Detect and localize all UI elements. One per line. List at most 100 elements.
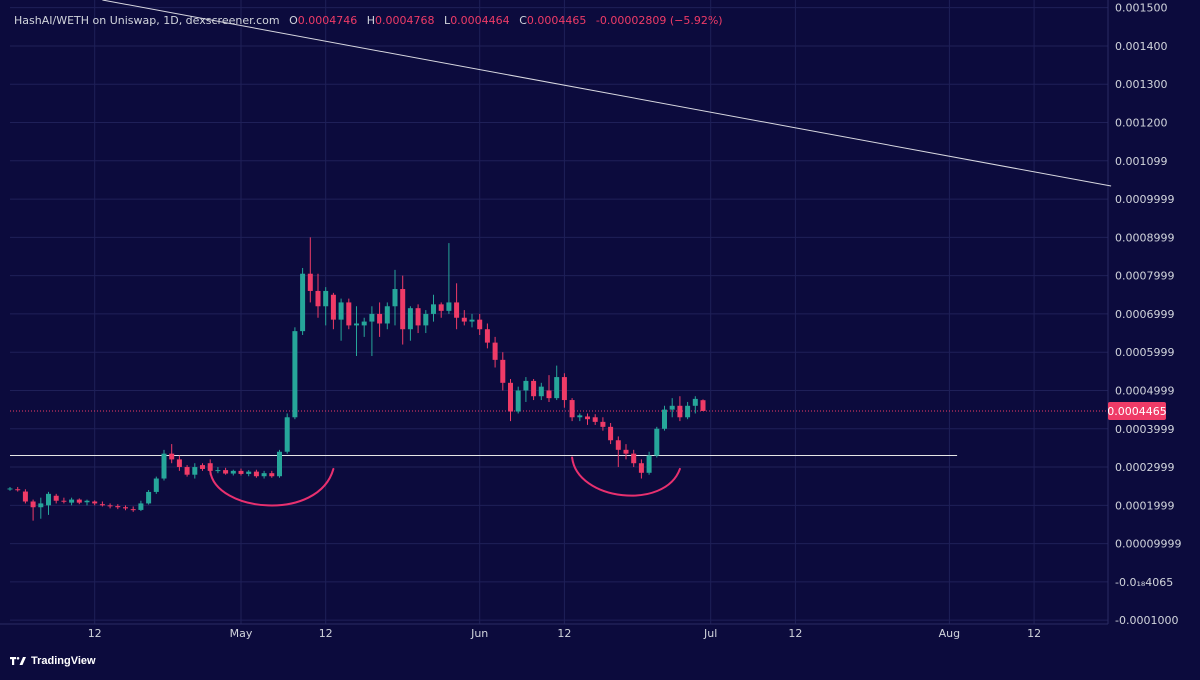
candle[interactable]: [523, 377, 529, 402]
candle[interactable]: [323, 287, 329, 326]
candle[interactable]: [15, 486, 21, 492]
candle[interactable]: [585, 413, 590, 425]
tradingview-brand[interactable]: TradingView: [10, 655, 96, 667]
candle[interactable]: [123, 505, 128, 511]
candle[interactable]: [153, 476, 159, 494]
candle[interactable]: [677, 396, 683, 422]
trend-line[interactable]: [102, 0, 1112, 187]
candle[interactable]: [577, 413, 583, 422]
candle[interactable]: [592, 414, 598, 425]
candle[interactable]: [207, 459, 213, 475]
candle[interactable]: [76, 498, 82, 505]
candle[interactable]: [315, 273, 321, 318]
candle[interactable]: [685, 401, 691, 420]
candle[interactable]: [184, 465, 190, 477]
candle[interactable]: [22, 489, 28, 504]
candle[interactable]: [46, 491, 51, 515]
candle[interactable]: [461, 310, 467, 326]
rounded-bottom-arc[interactable]: [571, 456, 681, 497]
candle[interactable]: [569, 398, 575, 422]
candle[interactable]: [638, 459, 644, 479]
time-axis[interactable]: 12 May 12 Jun 12 Jul 12 Aug 12: [88, 627, 1041, 640]
candle[interactable]: [115, 504, 121, 510]
candle[interactable]: [423, 310, 429, 334]
candle[interactable]: [277, 449, 282, 478]
candle[interactable]: [38, 497, 44, 519]
candle[interactable]: [169, 444, 175, 464]
candle[interactable]: [61, 497, 67, 504]
candle[interactable]: [631, 449, 637, 468]
candle[interactable]: [407, 306, 413, 341]
candle[interactable]: [354, 306, 359, 357]
candle[interactable]: [538, 382, 544, 401]
candle[interactable]: [92, 500, 98, 506]
candle[interactable]: [176, 455, 182, 471]
candle[interactable]: [554, 365, 560, 401]
candle[interactable]: [384, 302, 390, 330]
candle[interactable]: [669, 398, 675, 418]
candle[interactable]: [377, 302, 383, 337]
candle[interactable]: [215, 467, 221, 474]
candle[interactable]: [561, 373, 567, 408]
candle[interactable]: [400, 275, 406, 345]
candle[interactable]: [7, 486, 13, 491]
candle[interactable]: [346, 298, 352, 330]
candle[interactable]: [99, 501, 105, 507]
candle[interactable]: [130, 506, 136, 512]
candle[interactable]: [415, 304, 421, 334]
candle[interactable]: [146, 490, 152, 505]
candle[interactable]: [600, 417, 606, 431]
candle[interactable]: [615, 436, 621, 468]
candle[interactable]: [192, 463, 198, 479]
candle[interactable]: [161, 449, 167, 481]
candle[interactable]: [284, 413, 290, 454]
candle[interactable]: [200, 463, 205, 471]
candle[interactable]: [53, 493, 59, 504]
candle[interactable]: [84, 499, 90, 506]
candle[interactable]: [446, 243, 452, 314]
candle[interactable]: [438, 302, 444, 318]
candle[interactable]: [454, 283, 460, 330]
candle[interactable]: [330, 292, 336, 330]
candle[interactable]: [492, 336, 498, 368]
candle[interactable]: [546, 375, 552, 402]
candle[interactable]: [30, 499, 36, 521]
candle[interactable]: [654, 426, 660, 458]
candle[interactable]: [246, 470, 252, 477]
candle[interactable]: [253, 469, 259, 478]
candle[interactable]: [662, 405, 667, 431]
candle[interactable]: [338, 298, 344, 341]
candle[interactable]: [292, 327, 298, 420]
candle[interactable]: [477, 313, 483, 335]
candle[interactable]: [692, 396, 698, 414]
candle[interactable]: [623, 444, 629, 460]
candle[interactable]: [69, 497, 75, 506]
candle[interactable]: [500, 352, 506, 391]
candle[interactable]: [107, 503, 113, 509]
candle[interactable]: [646, 451, 652, 475]
candle[interactable]: [138, 500, 144, 512]
candle[interactable]: [361, 317, 367, 337]
candle[interactable]: [515, 386, 521, 414]
candle[interactable]: [531, 378, 537, 401]
candle-series[interactable]: [7, 237, 706, 521]
candle[interactable]: [484, 323, 490, 349]
candle[interactable]: [300, 267, 306, 335]
candle[interactable]: [269, 470, 275, 478]
rounded-bottom-arc[interactable]: [209, 467, 335, 507]
candle[interactable]: [223, 467, 229, 475]
candle[interactable]: [469, 313, 475, 328]
candle[interactable]: [508, 378, 513, 422]
candle[interactable]: [608, 423, 614, 445]
candle[interactable]: [700, 399, 706, 411]
candle[interactable]: [369, 306, 375, 357]
candle[interactable]: [392, 269, 398, 326]
candle[interactable]: [261, 470, 267, 479]
price-axis[interactable]: 0.001500 0.001400 0.001300 0.001200 0.001099…: [1107, 2, 1181, 628]
candle[interactable]: [431, 294, 436, 322]
candle[interactable]: [307, 237, 313, 303]
candle[interactable]: [230, 469, 236, 476]
candle[interactable]: [238, 468, 244, 476]
